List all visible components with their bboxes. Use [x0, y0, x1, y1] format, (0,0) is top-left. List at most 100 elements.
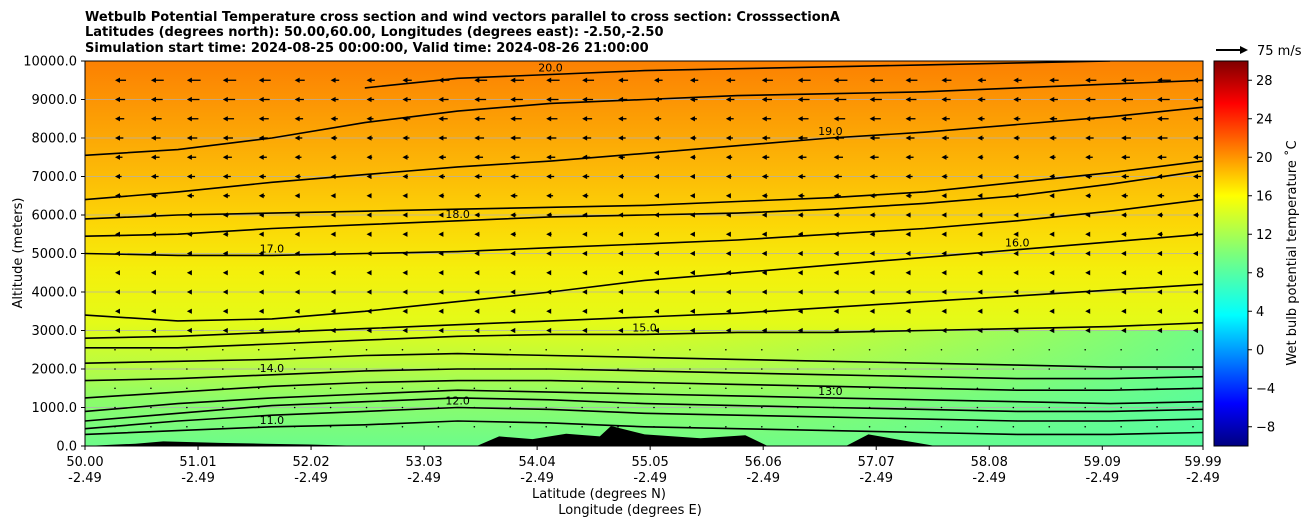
wind-vector-head — [546, 270, 552, 276]
y-tick-label: 8000.0 — [32, 132, 78, 147]
wind-vector-head — [797, 116, 803, 122]
wind-vector-head — [1193, 250, 1198, 257]
wind-vector — [725, 348, 727, 351]
wind-vector-head — [546, 327, 552, 334]
wind-vector-head — [977, 154, 983, 160]
wind-vector-head — [1121, 308, 1127, 314]
wind-vector-head — [1157, 327, 1163, 334]
wind-vector-head — [977, 96, 983, 103]
wind-vector-head — [761, 327, 767, 334]
wind-vector-head — [869, 193, 875, 199]
wind-vector-head — [402, 327, 408, 334]
wind-vector — [222, 406, 224, 409]
wind-vector-head — [474, 96, 480, 103]
wind-vector-head — [258, 231, 264, 237]
wind-vector — [1048, 425, 1051, 428]
wind-vector-head — [330, 116, 336, 122]
wind-vector — [725, 368, 727, 370]
wind-vector-head — [905, 116, 911, 122]
wind-vector-head — [725, 289, 731, 295]
wind-vector-head — [366, 212, 372, 218]
wind-vector — [689, 348, 691, 351]
wind-vector-head — [797, 77, 803, 83]
wind-vector — [293, 425, 296, 428]
title-line-2: Latitudes (degrees north): 50.00,60.00, … — [85, 25, 664, 40]
wind-vector-head — [474, 250, 480, 257]
wind-vector — [761, 348, 763, 351]
wind-vector-head — [474, 327, 480, 334]
wind-vector-head — [725, 250, 731, 257]
wind-vector-head — [977, 308, 983, 314]
y-tick-label: 5000.0 — [32, 247, 78, 262]
wind-vector-head — [905, 289, 911, 295]
wind-vector-head — [510, 212, 516, 218]
wind-vector-head — [761, 231, 767, 237]
wind-vector-head — [582, 77, 588, 83]
wind-vector-head — [833, 270, 839, 276]
wind-vector-head — [115, 308, 120, 314]
wind-vector-head — [546, 212, 552, 218]
wind-vector-head — [797, 96, 803, 103]
wind-vector — [940, 387, 943, 390]
wind-vectors — [114, 77, 1203, 428]
wind-vector-head — [833, 77, 839, 83]
wind-vector-head — [474, 308, 480, 314]
wind-vector — [653, 387, 655, 390]
wind-vector-head — [1193, 96, 1198, 103]
wind-vector — [653, 368, 655, 370]
wind-vector-head — [1157, 193, 1163, 199]
wind-vector-head — [258, 212, 264, 218]
wind-vector — [437, 406, 440, 409]
wind-vector-head — [150, 289, 156, 295]
wind-vector-head — [797, 270, 803, 276]
wind-vector-head — [402, 96, 408, 103]
wind-vector-head — [869, 77, 875, 83]
wind-vector — [545, 348, 547, 351]
x-tick-label-lat: 51.01 — [179, 455, 216, 470]
wind-vector-head — [941, 327, 947, 334]
wind-vector-head — [1049, 193, 1055, 199]
contour-lines: 11.0 12.0 13.0 14.0 15.0 16.0 17.0 18.0 19.0 20.0 — [85, 61, 1203, 436]
contour-label: 14.0 — [260, 362, 285, 375]
wind-vector-head — [294, 77, 300, 83]
wind-vector — [617, 348, 619, 351]
wind-vector-head — [402, 116, 408, 122]
y-axis-ticks: 0.0 1000.0 2000.0 3000.0 4000.0 5000.0 6000.0 7… — [23, 55, 85, 455]
wind-vector-head — [941, 116, 947, 122]
colorbar-tick-label: 28 — [1256, 74, 1273, 89]
wind-vector-head — [330, 193, 336, 199]
wind-vector-head — [1157, 231, 1163, 237]
wind-vector-head — [905, 154, 911, 160]
wind-vector-head — [797, 308, 803, 314]
wind-vector — [689, 387, 691, 390]
wind-vector-head — [330, 135, 336, 141]
wind-vector — [365, 368, 368, 370]
wind-vector-head — [725, 77, 731, 83]
wind-vector-head — [150, 327, 156, 334]
wind-vector-head — [905, 327, 911, 334]
wind-vector-head — [761, 289, 767, 295]
wind-vector — [617, 425, 619, 428]
wind-vector-head — [761, 270, 767, 276]
wind-vector-head — [186, 77, 192, 83]
wind-vector-head — [654, 250, 659, 257]
wind-vector-head — [546, 308, 552, 314]
wind-vector-head — [1049, 289, 1055, 295]
wind-vector-head — [510, 96, 516, 103]
wind-vector-head — [258, 77, 264, 83]
wind-vector-head — [438, 77, 444, 83]
wind-vector — [904, 406, 907, 409]
wind-vector-head — [366, 193, 372, 199]
contour-line — [85, 397, 1203, 422]
contour-label: 19.0 — [818, 125, 843, 138]
wind-vector-head — [294, 193, 300, 199]
wind-vector — [761, 368, 763, 370]
x-tick-label-lon: -2.49 — [746, 471, 780, 486]
contour-label: 16.0 — [1005, 237, 1030, 250]
x-tick-label-lon: -2.49 — [181, 471, 215, 486]
wind-vector-head — [186, 212, 192, 218]
wind-vector — [1156, 387, 1158, 390]
wind-vector-head — [366, 135, 372, 141]
wind-vector-head — [294, 173, 300, 180]
wind-vector — [473, 368, 476, 370]
